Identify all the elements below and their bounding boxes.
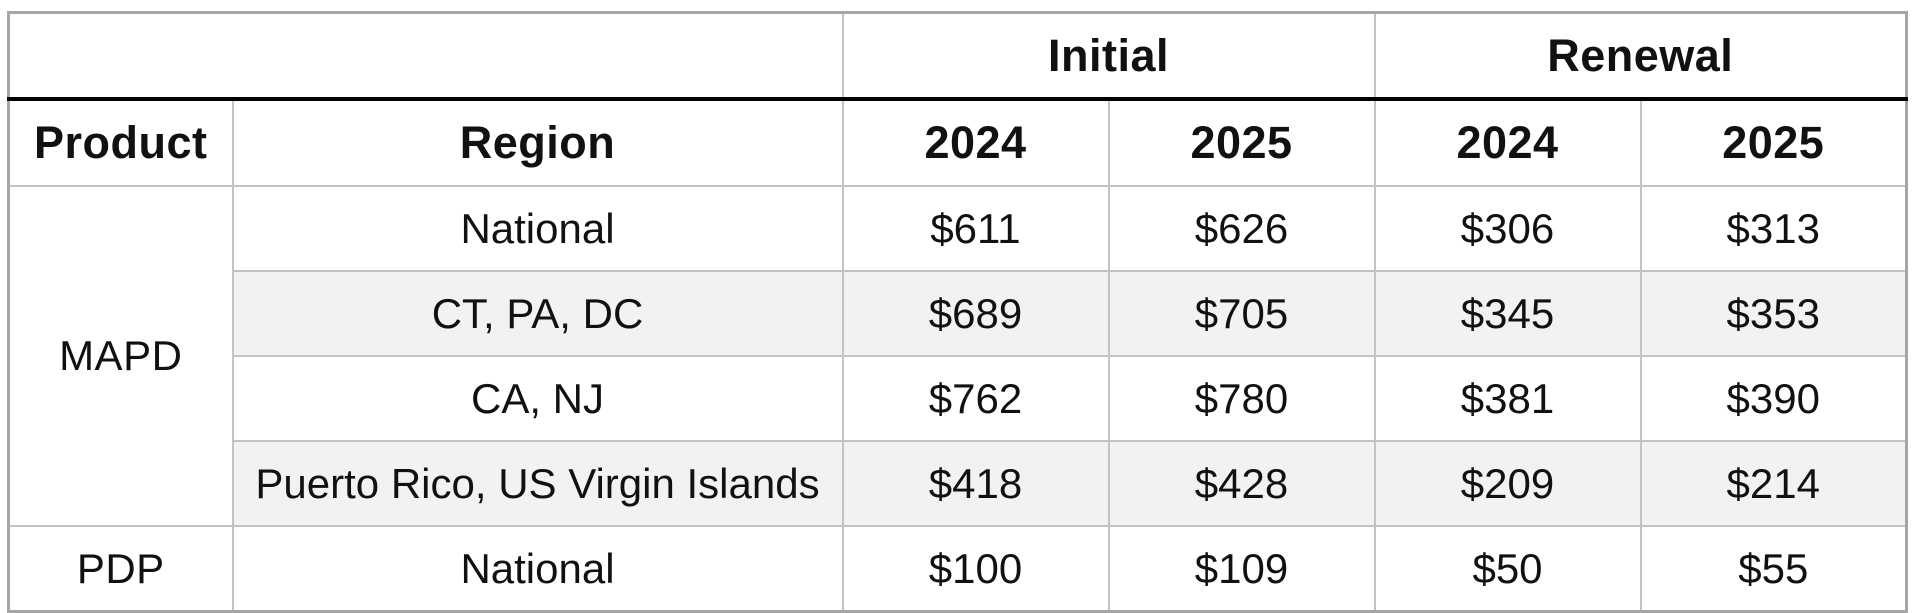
value-cell: $611 [841,185,1110,272]
value-cell: $55 [1639,525,1908,613]
table-row-mapd-pr-usvi: Puerto Rico, US Virgin Islands $418 $428… [9,440,1908,527]
region-cell: CT, PA, DC [231,270,844,357]
value-cell: $428 [1107,440,1376,527]
table-row-mapd-national: MAPD National $611 $626 $306 $313 [7,185,1908,527]
column-header-initial-2024: 2024 [841,98,1110,187]
value-cell: $209 [1373,440,1642,527]
product-label-pdp: PDP [7,525,234,613]
value-cell: $780 [1107,355,1376,442]
column-header-initial-2025: 2025 [1107,98,1376,187]
column-header-row: Product Region 2024 2025 2024 2025 [7,98,1908,187]
value-cell: $626 [1107,185,1376,272]
commission-rate-table: Initial Renewal Product Region 2024 2025… [7,11,1909,613]
column-header-region: Region [231,98,844,187]
table-row-pdp-national: PDP National $100 $109 $50 $55 [7,525,1908,613]
region-cell: National [231,185,844,272]
value-cell: $214 [1639,440,1908,527]
column-header-product: Product [7,98,234,187]
corner-blank-cell [7,11,844,101]
region-cell: Puerto Rico, US Virgin Islands [231,440,844,527]
value-cell: $689 [841,270,1110,357]
group-header-row: Initial Renewal [7,11,1908,101]
group-header-renewal: Renewal [1373,11,1908,101]
value-cell: $353 [1639,270,1908,357]
table-row-mapd-ct-pa-dc: CT, PA, DC $689 $705 $345 $353 [9,270,1908,357]
value-cell: $345 [1373,270,1642,357]
value-cell: $100 [841,525,1110,613]
value-cell: $762 [841,355,1110,442]
value-cell: $50 [1373,525,1642,613]
region-cell: CA, NJ [231,355,844,442]
column-header-renewal-2024: 2024 [1373,98,1642,187]
value-cell: $381 [1373,355,1642,442]
value-cell: $313 [1639,185,1908,272]
value-cell: $418 [841,440,1110,527]
value-cell: $306 [1373,185,1642,272]
table-row-mapd-ca-nj: CA, NJ $762 $780 $381 $390 [9,355,1908,442]
value-cell: $390 [1639,355,1908,442]
rate-table-container: Initial Renewal Product Region 2024 2025… [7,11,1909,613]
region-cell: National [231,525,844,613]
column-header-renewal-2025: 2025 [1639,98,1908,187]
group-header-initial: Initial [841,11,1376,101]
value-cell: $705 [1107,270,1376,357]
value-cell: $109 [1107,525,1376,613]
product-label-mapd: MAPD [7,185,234,527]
